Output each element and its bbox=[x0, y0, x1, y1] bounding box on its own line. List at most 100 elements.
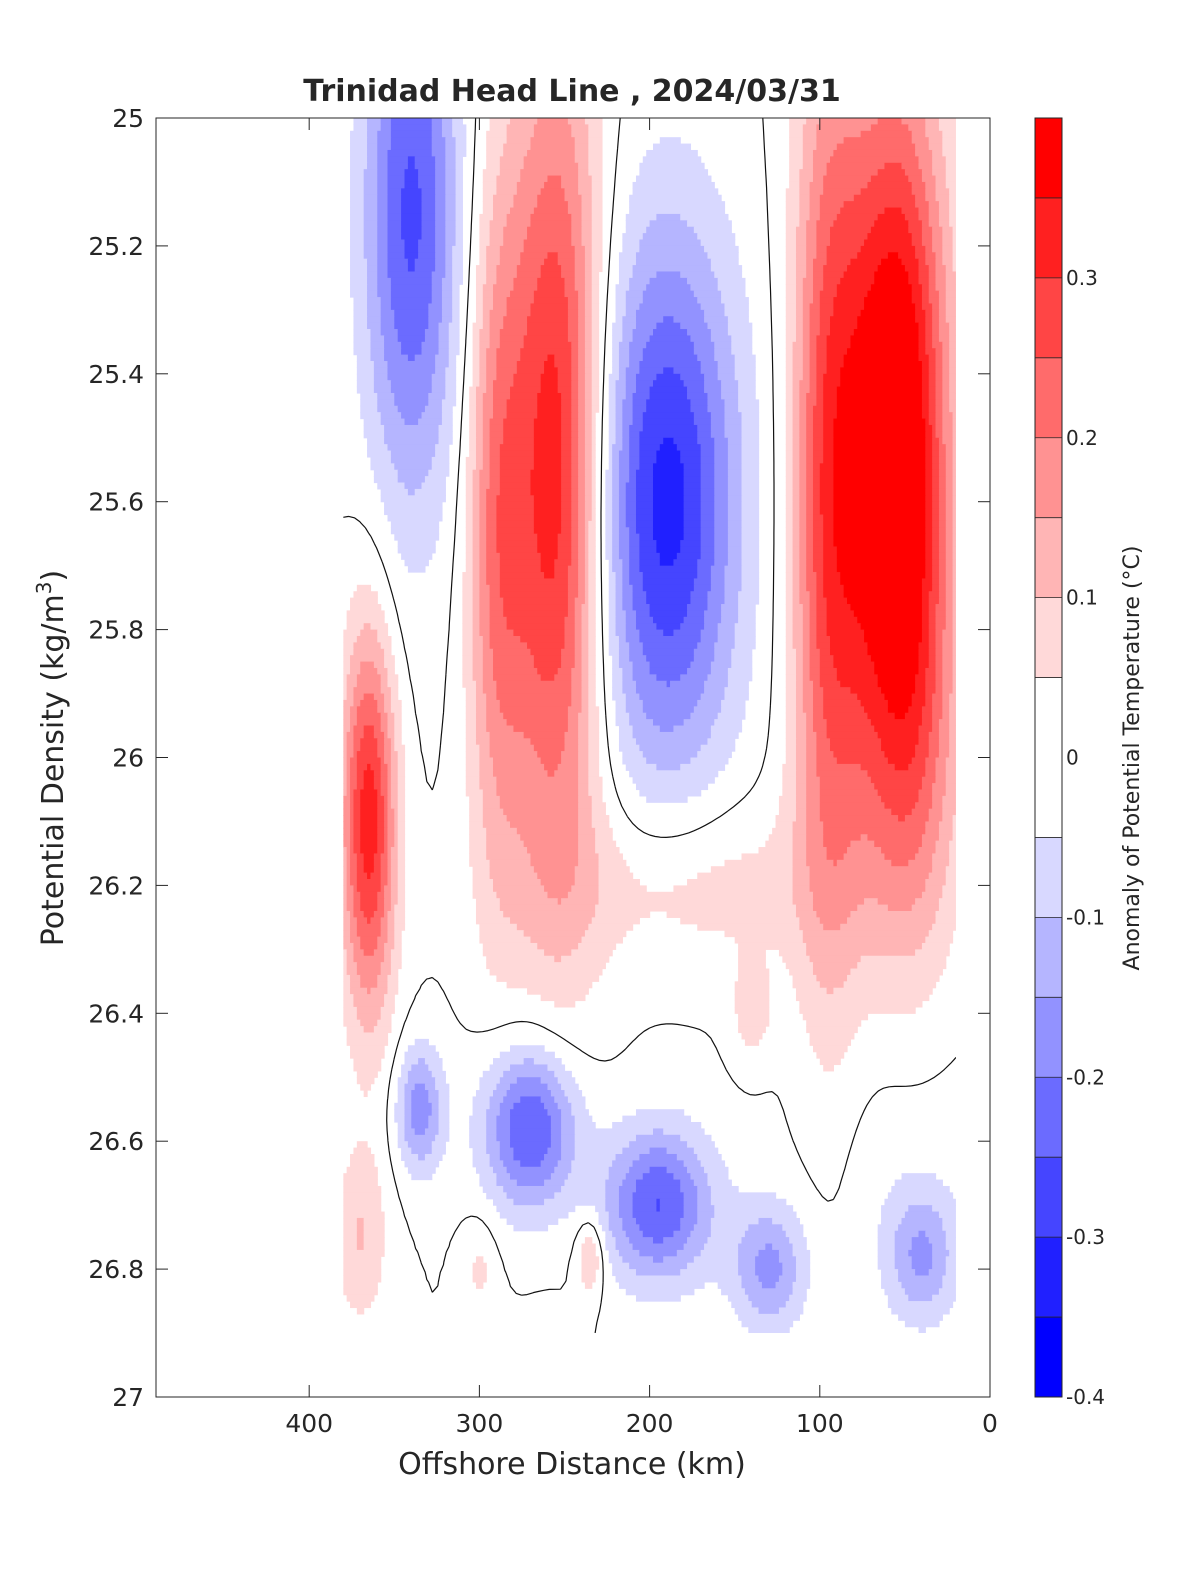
anomaly-cell bbox=[632, 271, 657, 279]
anomaly-cell bbox=[397, 405, 426, 413]
anomaly-cell bbox=[690, 284, 719, 292]
anomaly-cell bbox=[949, 706, 956, 714]
anomaly-cell bbox=[390, 143, 433, 151]
anomaly-cell bbox=[935, 674, 943, 682]
anomaly-cell bbox=[373, 693, 385, 701]
anomaly-cell bbox=[812, 418, 824, 426]
anomaly-cell bbox=[785, 303, 797, 311]
anomaly-cell bbox=[390, 137, 433, 145]
anomaly-cell bbox=[727, 495, 743, 503]
anomaly-cell bbox=[683, 380, 705, 388]
anomaly-cell bbox=[942, 706, 950, 714]
anomaly-cell bbox=[819, 808, 892, 816]
anomaly-cell bbox=[932, 303, 940, 311]
anomaly-cell bbox=[612, 329, 623, 337]
anomaly-cell bbox=[493, 763, 545, 771]
anomaly-cell bbox=[884, 162, 903, 170]
anomaly-cell bbox=[806, 789, 821, 797]
anomaly-cell bbox=[561, 1134, 576, 1142]
anomaly-cell bbox=[380, 642, 392, 650]
anomaly-cell bbox=[812, 719, 828, 727]
anomaly-cell bbox=[486, 540, 498, 548]
anomaly-cell bbox=[707, 322, 729, 330]
anomaly-cell bbox=[625, 635, 640, 643]
anomaly-cell bbox=[812, 469, 821, 477]
anomaly-cell bbox=[952, 815, 956, 823]
anomaly-cell bbox=[496, 495, 535, 503]
anomaly-cell bbox=[564, 284, 576, 292]
anomaly-cell bbox=[799, 540, 807, 548]
anomaly-cell bbox=[802, 687, 814, 695]
anomaly-cell bbox=[830, 642, 869, 650]
anomaly-cell bbox=[356, 968, 382, 976]
anomaly-cell bbox=[581, 623, 589, 631]
anomaly-cell bbox=[407, 1077, 436, 1085]
anomaly-cell bbox=[625, 520, 637, 528]
anomaly-cell bbox=[452, 290, 460, 298]
anomaly-cell bbox=[404, 1058, 419, 1066]
anomaly-cell bbox=[618, 725, 634, 733]
anomaly-cell bbox=[911, 1243, 933, 1251]
anomaly-cell bbox=[894, 712, 906, 720]
anomaly-cell bbox=[584, 277, 593, 285]
anomaly-cell bbox=[482, 392, 494, 400]
anomaly-cell bbox=[921, 405, 930, 413]
anomaly-cell bbox=[918, 847, 937, 855]
anomaly-cell bbox=[690, 405, 709, 413]
anomaly-cell bbox=[584, 578, 589, 586]
anomaly-cell bbox=[680, 1224, 695, 1232]
anomaly-cell bbox=[571, 399, 579, 407]
anomaly-cell bbox=[591, 399, 600, 407]
anomaly-cell bbox=[428, 316, 443, 324]
x-axis-label: Offshore Distance (km) bbox=[398, 1447, 746, 1482]
anomaly-cell bbox=[799, 520, 807, 528]
anomaly-cell bbox=[465, 751, 480, 759]
anomaly-cell bbox=[700, 469, 715, 477]
anomaly-cell bbox=[346, 731, 355, 739]
anomaly-cell bbox=[673, 725, 712, 733]
anomaly-cell bbox=[561, 1141, 576, 1149]
anomaly-cell bbox=[795, 994, 930, 1002]
anomaly-cell bbox=[785, 361, 794, 368]
anomaly-cell bbox=[642, 1173, 675, 1181]
anomaly-cell bbox=[758, 847, 794, 855]
anomaly-cell bbox=[826, 341, 852, 349]
anomaly-cell bbox=[928, 604, 937, 612]
anomaly-cell bbox=[612, 661, 620, 669]
anomaly-cell bbox=[629, 341, 647, 349]
anomaly-cell bbox=[649, 667, 688, 675]
anomaly-cell bbox=[533, 418, 562, 426]
anomaly-cell bbox=[789, 1294, 807, 1302]
anomaly-cell bbox=[782, 776, 797, 784]
anomaly-cell bbox=[812, 546, 824, 554]
anomaly-cell bbox=[840, 367, 923, 375]
anomaly-cell bbox=[656, 373, 681, 381]
anomaly-cell bbox=[632, 335, 651, 343]
anomaly-cell bbox=[622, 667, 634, 675]
anomaly-cell bbox=[894, 1249, 909, 1257]
anomaly-cell bbox=[377, 188, 389, 196]
anomaly-cell bbox=[496, 181, 518, 189]
anomaly-cell bbox=[557, 367, 572, 375]
anomaly-cell bbox=[578, 162, 589, 170]
anomaly-cell bbox=[343, 923, 351, 931]
anomaly-cell bbox=[816, 629, 828, 637]
anomaly-cell bbox=[635, 616, 654, 624]
anomaly-cell bbox=[363, 188, 378, 196]
anomaly-cell bbox=[435, 239, 446, 247]
anomaly-cell bbox=[496, 348, 521, 356]
anomaly-cell bbox=[622, 591, 634, 599]
anomaly-cell bbox=[806, 821, 824, 829]
anomaly-cell bbox=[823, 584, 845, 592]
anomaly-cell bbox=[949, 392, 956, 400]
anomaly-cell bbox=[932, 923, 956, 931]
anomaly-cell bbox=[612, 565, 623, 573]
anomaly-cell bbox=[479, 783, 498, 791]
anomaly-cell bbox=[489, 1064, 511, 1072]
anomaly-cell bbox=[510, 917, 593, 925]
anomaly-cell bbox=[360, 795, 378, 803]
anomaly-cell bbox=[795, 1275, 811, 1283]
anomaly-cell bbox=[397, 335, 426, 343]
anomaly-cell bbox=[584, 392, 593, 400]
anomaly-cell bbox=[482, 680, 498, 688]
